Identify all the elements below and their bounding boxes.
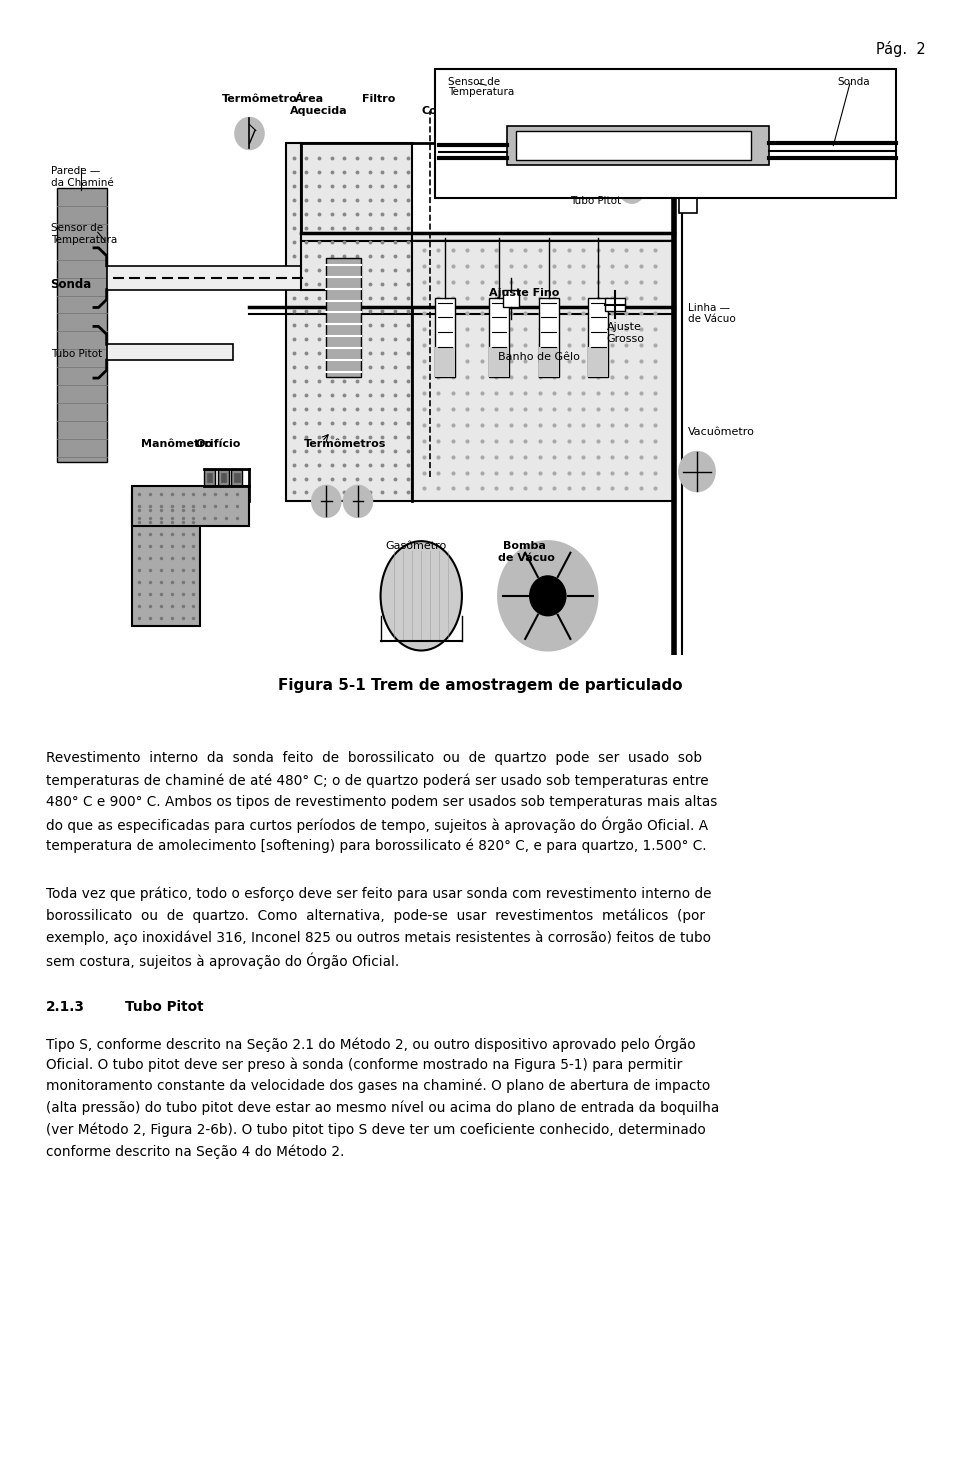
Circle shape bbox=[530, 576, 565, 616]
Bar bbox=[435, 348, 455, 377]
Bar bbox=[231, 468, 242, 486]
Bar bbox=[679, 193, 697, 214]
Text: da Chaminé: da Chaminé bbox=[51, 178, 113, 189]
Circle shape bbox=[619, 175, 644, 203]
Text: do que as especificadas para curtos períodos de tempo, sujeitos à aprovação do Ó: do que as especificadas para curtos perí… bbox=[46, 816, 708, 834]
Text: Revestimento  interno  da  sonda  feito  de  borossilicato  ou  de  quartzo  pod: Revestimento interno da sonda feito de b… bbox=[46, 751, 702, 766]
Text: Tubo Pitot: Tubo Pitot bbox=[51, 349, 102, 359]
Text: Manômetro: Manômetro bbox=[141, 439, 212, 449]
Text: 2.1.3: 2.1.3 bbox=[46, 1000, 85, 1015]
Text: sem costura, sujeitos à aprovação do Órgão Oficial.: sem costura, sujeitos à aprovação do Órg… bbox=[46, 952, 399, 969]
Text: Orifício: Orifício bbox=[195, 439, 241, 449]
Text: borossilicato  ou  de  quartzo.  Como  alternativa,  pode-se  usar  revestimento: borossilicato ou de quartzo. Como altern… bbox=[46, 909, 705, 924]
Circle shape bbox=[344, 486, 372, 517]
Text: Toda vez que prático, todo o esforço deve ser feito para usar sonda com revestim: Toda vez que prático, todo o esforço dev… bbox=[46, 887, 711, 901]
Text: (alta pressão) do tubo pitot deve estar ao mesmo nível ou acima do plano de entr: (alta pressão) do tubo pitot deve estar … bbox=[46, 1100, 719, 1115]
Text: Válvula: Válvula bbox=[688, 168, 729, 178]
Circle shape bbox=[235, 118, 264, 149]
Circle shape bbox=[498, 541, 597, 651]
Text: Figura 5-1 Trem de amostragem de particulado: Figura 5-1 Trem de amostragem de particu… bbox=[277, 678, 683, 692]
Text: Sensor de: Sensor de bbox=[448, 77, 500, 87]
Text: Grosso: Grosso bbox=[607, 334, 644, 345]
Text: Aquecida: Aquecida bbox=[290, 106, 348, 116]
Text: Vacuômetro: Vacuômetro bbox=[688, 427, 755, 437]
Bar bbox=[588, 298, 609, 377]
Text: Tipo S, conforme descrito na Seção 2.1 do Método 2, ou outro dispositivo aprovad: Tipo S, conforme descrito na Seção 2.1 d… bbox=[46, 1036, 696, 1052]
Circle shape bbox=[679, 452, 715, 492]
Text: Temperatura: Temperatura bbox=[448, 87, 515, 97]
Text: (ver Método 2, Figura 2-6b). O tubo pitot tipo S deve ter um coeficiente conheci: (ver Método 2, Figura 2-6b). O tubo pito… bbox=[46, 1122, 706, 1137]
Bar bbox=[107, 345, 233, 361]
Bar bbox=[507, 125, 769, 165]
Text: Temperatura: Temperatura bbox=[51, 234, 117, 245]
Text: Tubo Pitot: Tubo Pitot bbox=[125, 1000, 204, 1015]
Text: conforme descrito na Seção 4 do Método 2.: conforme descrito na Seção 4 do Método 2… bbox=[46, 1145, 345, 1159]
Bar bbox=[435, 69, 896, 199]
Bar bbox=[107, 265, 301, 290]
Text: monitoramento constante da velocidade dos gases na chaminé. O plano de abertura : monitoramento constante da velocidade do… bbox=[46, 1078, 710, 1093]
Text: de Vácuo: de Vácuo bbox=[498, 552, 555, 563]
Bar bbox=[516, 131, 751, 161]
Text: Ajuste: Ajuste bbox=[607, 323, 641, 333]
Bar bbox=[57, 189, 107, 461]
Text: Gasômetro: Gasômetro bbox=[385, 541, 446, 551]
Text: Linha —: Linha — bbox=[688, 302, 730, 312]
Text: Área de: Área de bbox=[435, 94, 483, 103]
Text: Termômetros: Termômetros bbox=[303, 439, 386, 449]
Bar bbox=[204, 468, 215, 486]
Bar bbox=[435, 298, 455, 377]
Circle shape bbox=[312, 486, 341, 517]
Text: temperaturas de chaminé de até 480° C; o de quartzo poderá ser usado sob tempera: temperaturas de chaminé de até 480° C; o… bbox=[46, 773, 708, 788]
Bar bbox=[489, 348, 509, 377]
Ellipse shape bbox=[380, 541, 462, 651]
Bar bbox=[234, 473, 240, 483]
Text: Pág.  2: Pág. 2 bbox=[876, 41, 925, 57]
Text: Área: Área bbox=[295, 94, 324, 103]
Text: de Vácuo: de Vácuo bbox=[688, 314, 735, 324]
Bar bbox=[132, 486, 250, 526]
Text: Sensor de: Sensor de bbox=[51, 222, 103, 233]
Bar bbox=[218, 468, 228, 486]
Text: exemplo, aço inoxidável 316, Inconel 825 ou outros metais resistentes à corrosão: exemplo, aço inoxidável 316, Inconel 825… bbox=[46, 931, 711, 944]
Text: Termômetro: Termômetro bbox=[558, 168, 620, 178]
Text: Parede —: Parede — bbox=[51, 166, 100, 177]
Bar bbox=[503, 290, 518, 308]
Text: Sonda: Sonda bbox=[51, 277, 92, 290]
Bar bbox=[326, 258, 361, 377]
Text: temperatura de amolecimento [softening) para borossilicato é 820° C, e para quar: temperatura de amolecimento [softening) … bbox=[46, 838, 707, 853]
Bar bbox=[539, 298, 559, 377]
Bar bbox=[605, 298, 625, 311]
Text: Banho de Gêlo: Banho de Gêlo bbox=[498, 352, 580, 362]
Text: Filtro: Filtro bbox=[363, 94, 396, 103]
Text: Sonda: Sonda bbox=[837, 77, 870, 87]
Bar bbox=[286, 143, 412, 501]
Bar bbox=[489, 298, 509, 377]
Text: Bomba: Bomba bbox=[503, 541, 545, 551]
Bar bbox=[412, 233, 674, 501]
Text: Tubo Pitot: Tubo Pitot bbox=[570, 196, 621, 206]
Bar bbox=[221, 473, 226, 483]
Bar bbox=[207, 473, 212, 483]
Text: Condensação: Condensação bbox=[421, 106, 504, 116]
Bar bbox=[588, 348, 609, 377]
Text: Termômetro: Termômetro bbox=[223, 94, 299, 103]
Bar bbox=[539, 348, 559, 377]
Text: Ajuste Fino: Ajuste Fino bbox=[489, 287, 560, 298]
Bar bbox=[132, 496, 200, 626]
Text: 480° C e 900° C. Ambos os tipos de revestimento podem ser usados sob temperatura: 480° C e 900° C. Ambos os tipos de reves… bbox=[46, 795, 717, 809]
Text: Oficial. O tubo pitot deve ser preso à sonda (conforme mostrado na Figura 5-1) p: Oficial. O tubo pitot deve ser preso à s… bbox=[46, 1058, 683, 1072]
